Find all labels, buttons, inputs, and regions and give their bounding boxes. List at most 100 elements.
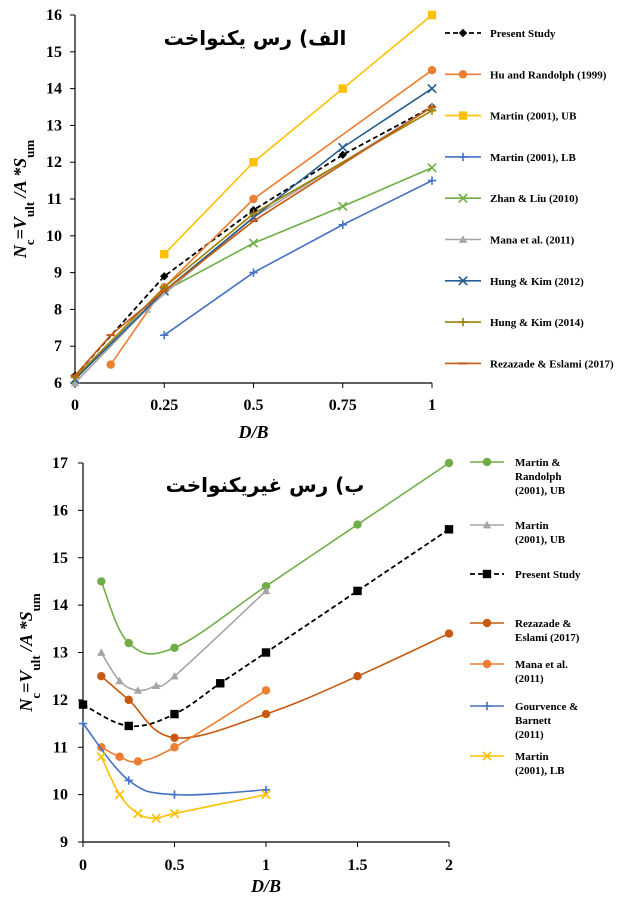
series-hung-kim-2014 bbox=[70, 106, 437, 382]
legend-item-martin-2001-ub: Martin (2001), UB bbox=[470, 520, 566, 546]
data-point bbox=[124, 638, 133, 648]
legend-label: Gourvence & Barnett (2011) bbox=[515, 701, 578, 741]
legend-item-rezazade-eslami-2017: Rezazade & Eslami (2017) bbox=[470, 618, 580, 644]
data-point bbox=[261, 586, 271, 595]
data-point bbox=[170, 790, 179, 799]
data-point bbox=[170, 709, 179, 719]
chart-panel-2: 9 10 11 12 13 14 15 16 17 0 0.5 1 1.5 2 D/B Nc=Vult /A … bbox=[16, 455, 581, 896]
data-point bbox=[427, 66, 437, 75]
legend-item-mana-et-al-2011: Mana et al. (2011) bbox=[445, 235, 575, 247]
y-tick-label: 6 bbox=[54, 375, 62, 392]
data-point bbox=[169, 808, 180, 819]
legend-label: Hu and Randolph (1999) bbox=[490, 69, 607, 81]
data-point bbox=[115, 752, 124, 761]
data-point bbox=[160, 272, 169, 281]
data-point bbox=[151, 813, 161, 824]
data-point bbox=[160, 250, 169, 259]
series-line bbox=[163, 179, 433, 336]
y-tick-label: 7 bbox=[54, 338, 62, 355]
legend-label: Martin (2001), UB bbox=[490, 111, 577, 123]
legend-marker bbox=[482, 751, 492, 761]
data-point bbox=[353, 586, 362, 596]
legend-marker bbox=[482, 618, 492, 628]
legend-marker bbox=[458, 193, 468, 203]
series-line bbox=[163, 14, 433, 255]
y-tick-label: 12 bbox=[46, 154, 62, 171]
y-tick-label: 13 bbox=[52, 645, 68, 662]
x-axis-label: D/B bbox=[250, 876, 281, 896]
legend-label: Rezazade & Eslami (2017) bbox=[490, 358, 614, 370]
data-point bbox=[427, 83, 437, 94]
y-tick-label: 10 bbox=[52, 787, 68, 804]
chart-title: ب) رس غیریکنواخت bbox=[166, 473, 365, 497]
data-point bbox=[249, 158, 258, 167]
data-point bbox=[249, 209, 258, 218]
series-line bbox=[74, 106, 433, 377]
x-tick-label: 0 bbox=[71, 397, 79, 414]
data-point bbox=[444, 458, 454, 468]
y-tick-label: 14 bbox=[52, 597, 68, 614]
data-point bbox=[444, 629, 454, 638]
legend-label: Martin & Randolph (2001), UB bbox=[515, 457, 566, 497]
data-point bbox=[170, 671, 179, 680]
legend-label: Martin (2001), UB bbox=[515, 520, 566, 546]
legend-marker bbox=[482, 659, 492, 669]
legend-label: Martin (2001), LB bbox=[490, 152, 577, 164]
series-line bbox=[74, 106, 433, 384]
series-hung-kim-2012 bbox=[70, 83, 437, 385]
series-line bbox=[110, 69, 433, 366]
legend-marker bbox=[458, 317, 468, 327]
legend-marker bbox=[482, 569, 492, 579]
data-point bbox=[78, 700, 88, 709]
data-point bbox=[427, 10, 437, 20]
series-martin-2001-lb bbox=[96, 751, 271, 824]
data-point bbox=[133, 686, 143, 694]
legend-item-zhan-liu-2010: Zhan & Liu (2010) bbox=[445, 193, 579, 205]
series-present-study bbox=[70, 102, 437, 380]
data-point bbox=[427, 162, 437, 173]
x-tick-label: 0.5 bbox=[165, 857, 185, 874]
y-tick-label: 15 bbox=[52, 550, 68, 567]
series-line bbox=[74, 87, 433, 380]
legend-marker bbox=[458, 111, 468, 120]
y-tick-label: 9 bbox=[54, 265, 62, 282]
series-martin-randolph-2001-ub bbox=[97, 458, 454, 655]
legend-marker bbox=[482, 520, 492, 529]
data-point bbox=[261, 648, 271, 657]
y-tick-label: 11 bbox=[47, 191, 62, 208]
legend-marker bbox=[458, 235, 468, 243]
data-point bbox=[124, 776, 133, 785]
data-point bbox=[261, 581, 271, 591]
series-martin-2001-ub bbox=[97, 586, 271, 694]
data-point bbox=[170, 733, 179, 742]
legend-marker bbox=[458, 276, 468, 286]
legend-item-gourvence-barnett-2011: Gourvence & Barnett (2011) bbox=[470, 701, 578, 741]
series-line bbox=[100, 756, 267, 820]
data-point bbox=[338, 150, 347, 160]
data-point bbox=[427, 176, 437, 185]
legend-item-martin-2001-lb: Martin (2001), LB bbox=[445, 152, 577, 164]
y-tick-label: 11 bbox=[53, 739, 68, 756]
legend-marker bbox=[458, 28, 468, 38]
data-point bbox=[133, 808, 143, 819]
data-point bbox=[338, 220, 347, 229]
series-hu-and-randolph-1999 bbox=[106, 66, 437, 369]
chart-panel-1: 6 7 8 9 10 11 12 13 14 15 16 0 0.25 0.5 0.75 1 D/B Nc=Vul… bbox=[10, 7, 614, 442]
data-point bbox=[216, 679, 225, 688]
series-rezazade-eslami-2017 bbox=[70, 106, 437, 377]
data-point bbox=[249, 268, 258, 277]
data-point bbox=[261, 785, 271, 795]
series-present-study bbox=[78, 525, 454, 731]
chart-title: الف) رس یکنواخت bbox=[164, 26, 347, 50]
data-point bbox=[261, 686, 271, 695]
data-point bbox=[160, 330, 169, 340]
data-point bbox=[353, 520, 362, 529]
series-gourvence-barnett-2011 bbox=[78, 719, 271, 799]
data-point bbox=[248, 238, 259, 248]
series-line bbox=[74, 109, 433, 379]
data-point bbox=[337, 201, 348, 212]
data-point bbox=[124, 695, 133, 705]
legend-label: Rezazade & Eslami (2017) bbox=[515, 618, 580, 644]
y-tick-label: 8 bbox=[54, 301, 62, 318]
